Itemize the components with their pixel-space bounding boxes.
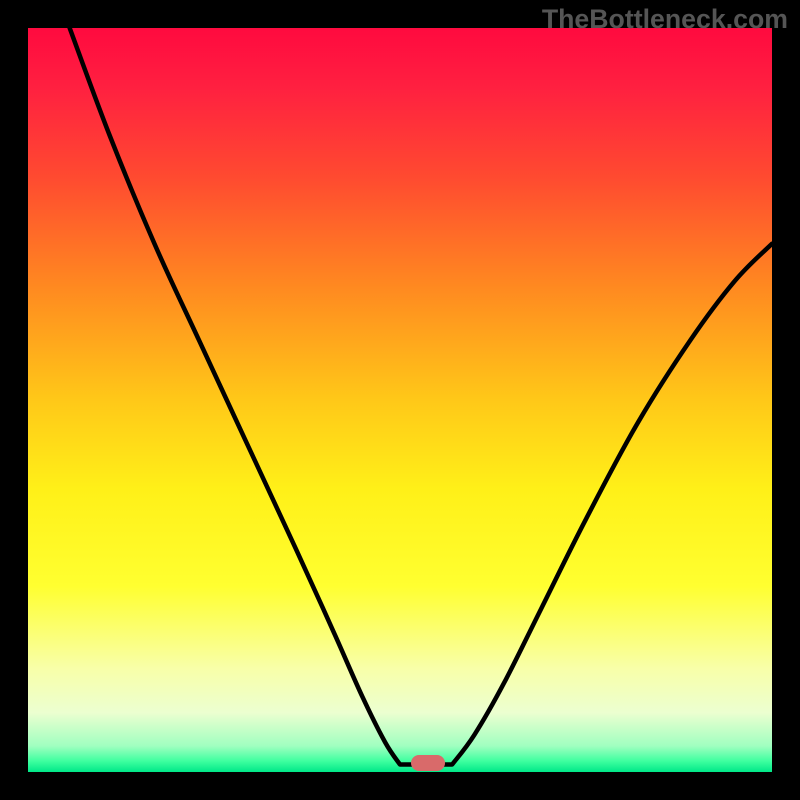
curve-layer (28, 28, 772, 772)
chart-frame: TheBottleneck.com (0, 0, 800, 800)
minimum-marker (411, 755, 445, 771)
plot-area (28, 28, 772, 772)
bottleneck-curve (70, 28, 772, 765)
